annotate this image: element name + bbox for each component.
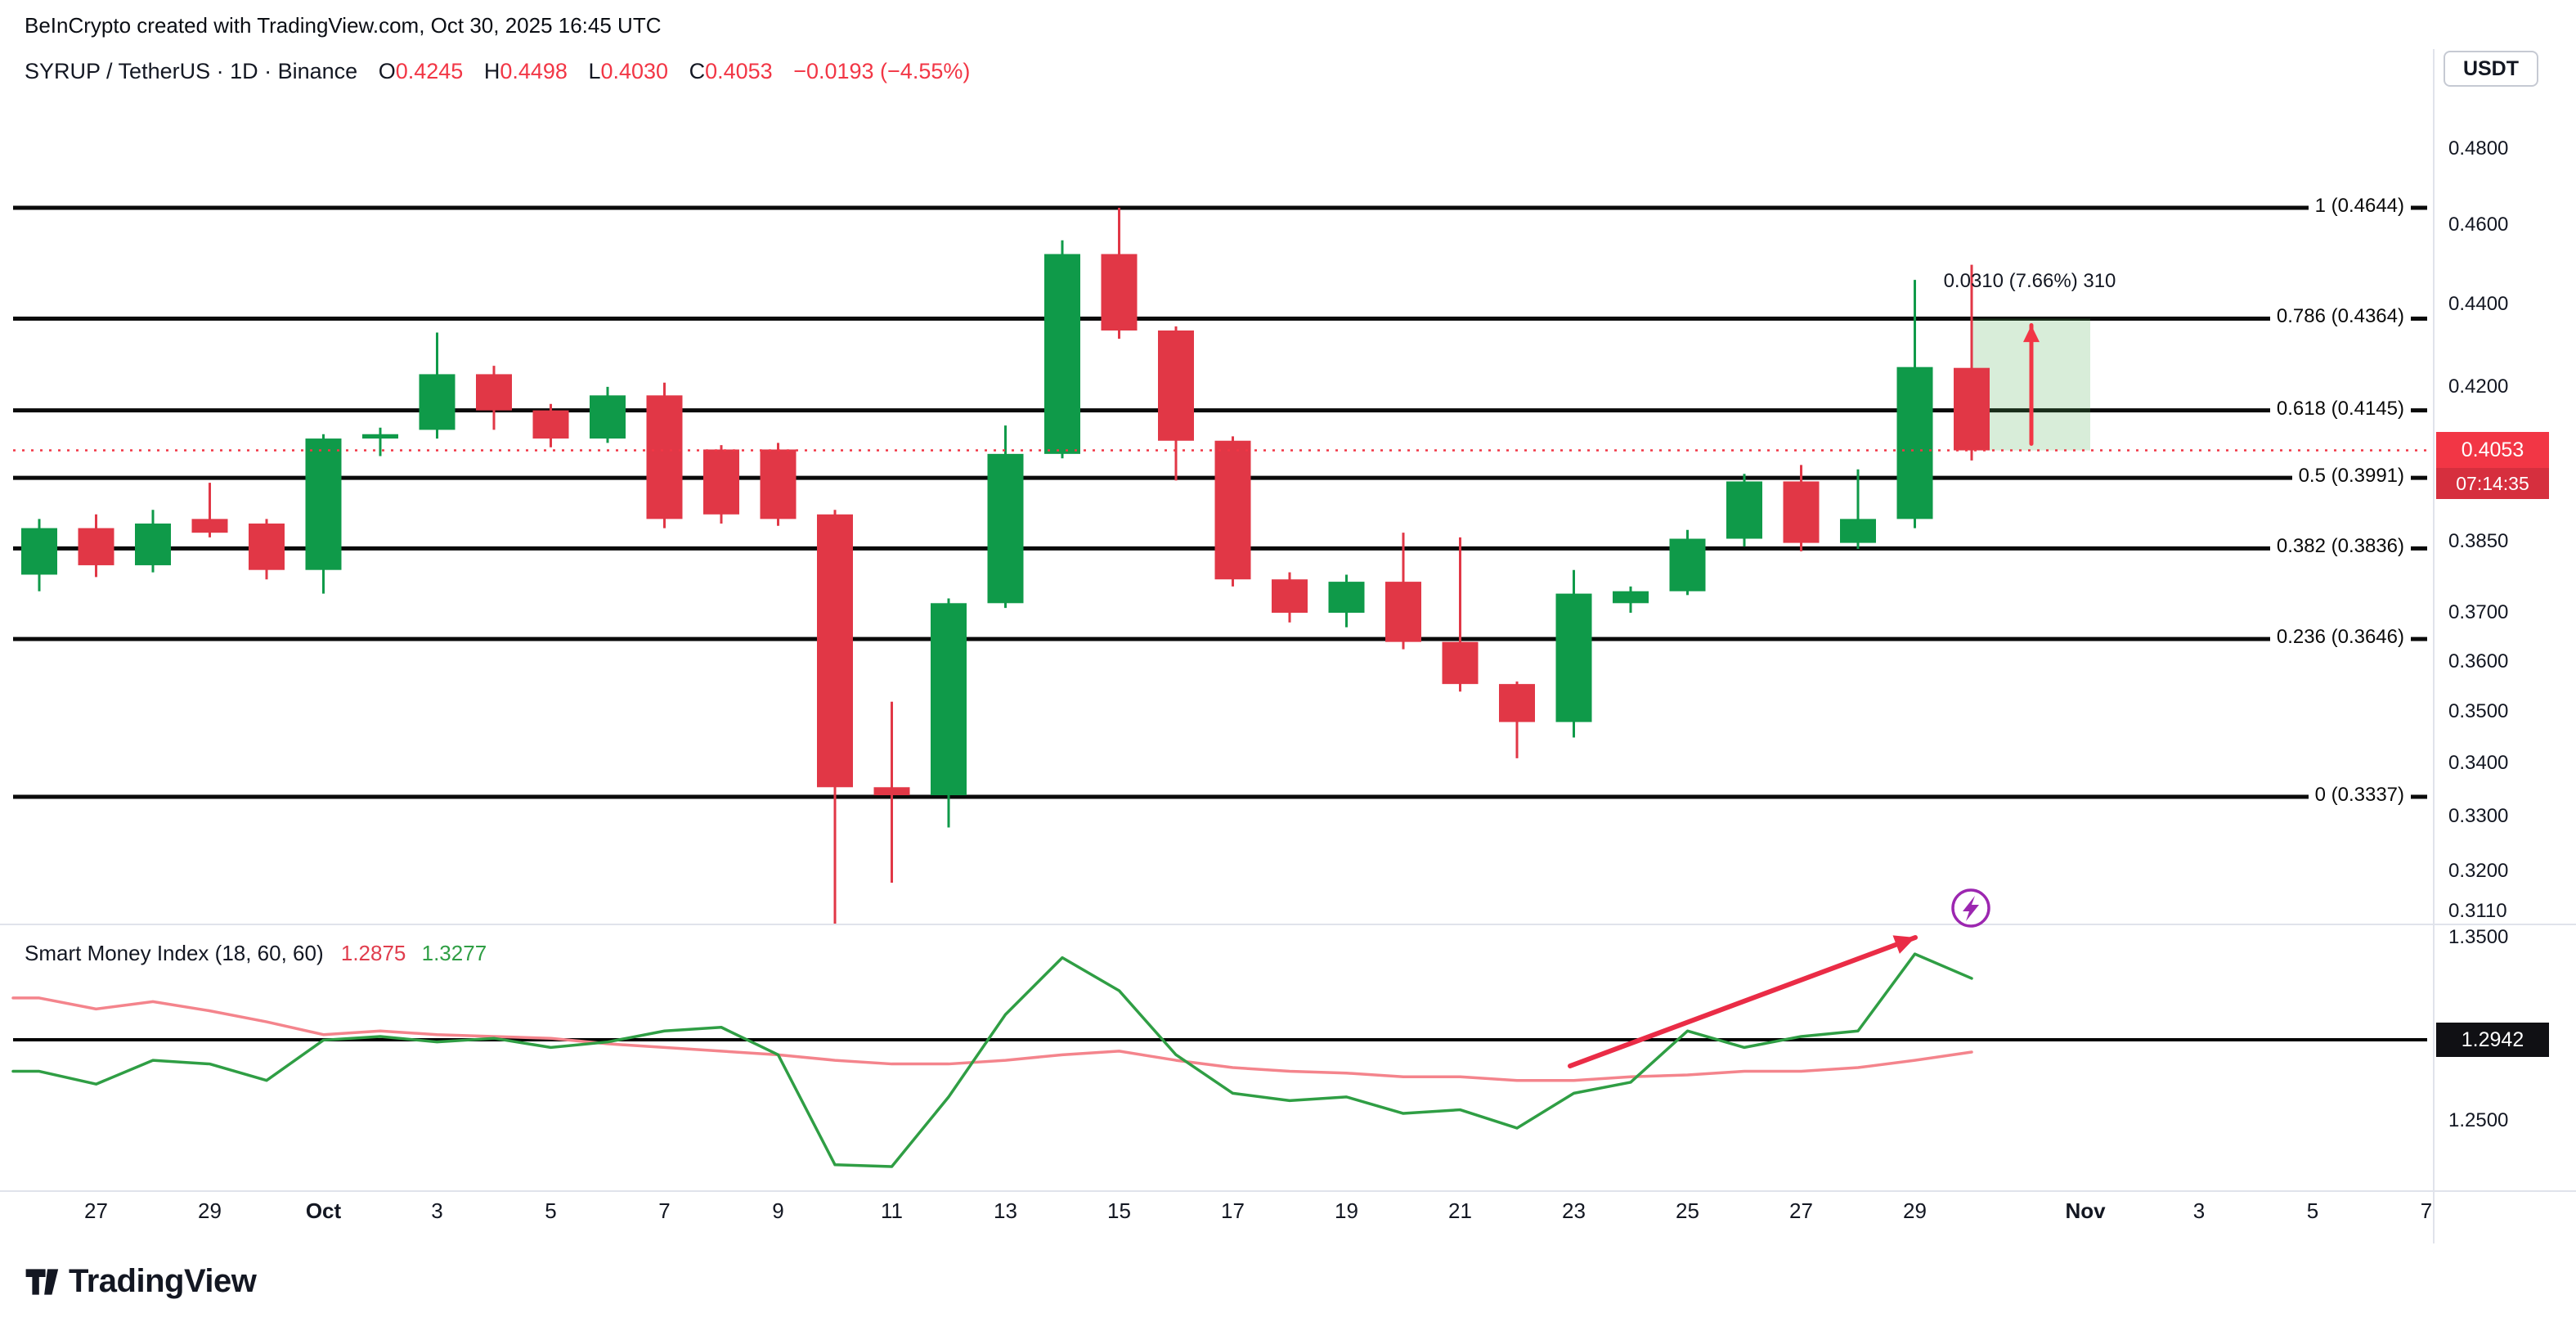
candle-body (987, 453, 1024, 604)
open-label: O (378, 59, 396, 83)
candle-body (1726, 481, 1762, 539)
symbol-title: SYRUP / TetherUS · 1D · Binance (25, 59, 358, 83)
smi-indicator-legend[interactable]: Smart Money Index (18, 60, 60) 1.2875 1.… (25, 941, 487, 966)
attribution-text: BeInCrypto created with TradingView.com,… (25, 13, 662, 38)
candle-body (1214, 440, 1251, 580)
candle-body (1840, 519, 1876, 543)
high-value: 0.4498 (500, 59, 568, 83)
candle-body (703, 449, 739, 515)
change-value: −0.0193 (−4.55%) (793, 59, 971, 83)
candle-body (1442, 641, 1479, 685)
tradingview-logo[interactable]: TradingView (25, 1263, 257, 1300)
smi-red-value: 1.2875 (340, 941, 406, 965)
candle-body (419, 374, 456, 430)
candle-body (1158, 330, 1194, 441)
candle-body (1783, 481, 1820, 543)
tradingview-logo-icon (25, 1268, 59, 1295)
candle-body (1669, 538, 1706, 591)
smi-main-line (11, 952, 1973, 1168)
candle-body (1954, 367, 1990, 451)
current-price-badge[interactable]: 0.4053 07:14:35 (2436, 431, 2549, 499)
candle-body (362, 434, 398, 439)
bar-countdown: 07:14:35 (2436, 467, 2549, 499)
candle-body (532, 410, 569, 439)
candle-body (476, 374, 512, 411)
close-value: 0.4053 (705, 59, 773, 83)
candle-body (1101, 254, 1138, 331)
close-label: C (689, 59, 706, 83)
candle-body (646, 395, 683, 519)
candle-body (873, 787, 910, 796)
smi-signal-line (11, 996, 1973, 1082)
trend-arrow-drawing[interactable] (1568, 935, 1918, 1068)
candle-body (1272, 579, 1308, 614)
main-pane[interactable] (13, 205, 2427, 928)
low-value: 0.4030 (600, 59, 669, 83)
candle-body (1328, 582, 1365, 614)
price-range-arrow-head (2022, 325, 2040, 343)
candle-body (1613, 591, 1649, 604)
trend-arrow-drawing-head (1892, 935, 1915, 954)
open-value: 0.4245 (395, 59, 464, 83)
candle-body (191, 519, 228, 533)
smi-title-text: Smart Money Index (18, 60, 60) (25, 941, 324, 965)
candle-body (1896, 366, 1933, 519)
current-price-value: 0.4053 (2436, 431, 2549, 468)
candle-body (760, 449, 797, 519)
candle-body (931, 603, 967, 796)
candle-body (78, 528, 114, 565)
candle-body (1499, 684, 1535, 722)
candle-body (249, 523, 285, 570)
price-range-drawing[interactable] (1972, 318, 2090, 451)
candle-body (1555, 593, 1592, 722)
currency-toggle-button[interactable]: USDT (2443, 51, 2538, 87)
candle-body (305, 438, 342, 570)
candle-body (817, 514, 853, 788)
smi-level-badge[interactable]: 1.2942 (2436, 1022, 2549, 1057)
candle-body (1044, 254, 1080, 454)
smi-green-value: 1.3277 (421, 941, 487, 965)
high-label: H (483, 59, 500, 83)
smi-pane[interactable] (11, 952, 2427, 1168)
price-range-label: 0.0310 (7.66%) 310 (1943, 270, 2116, 292)
low-label: L (588, 59, 601, 83)
candle-body (1385, 582, 1421, 642)
candle-body (590, 395, 626, 439)
lightning-icon (1963, 896, 1979, 921)
candle-body (135, 523, 171, 565)
symbol-legend[interactable]: SYRUP / TetherUS · 1D · Binance O0.4245 … (25, 59, 970, 84)
candle-body (21, 528, 57, 575)
candles-layer (21, 208, 1990, 924)
tradingview-logo-text: TradingView (69, 1263, 257, 1299)
